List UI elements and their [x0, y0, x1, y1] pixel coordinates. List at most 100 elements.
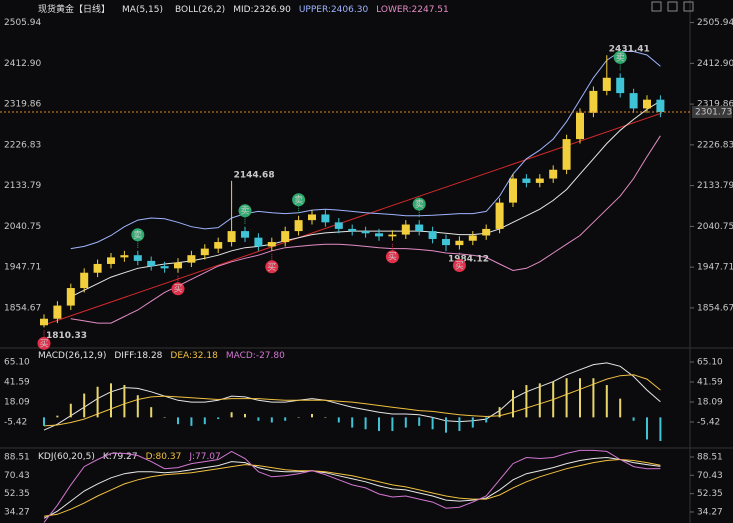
candle-body [656, 99, 665, 113]
signal-marker [171, 282, 185, 296]
histogram-bar [391, 417, 394, 431]
candle-body [468, 235, 477, 241]
window-button[interactable] [667, 1, 678, 12]
signal-marker [131, 228, 145, 242]
histogram-bar [257, 417, 260, 421]
extreme-label: 2431.41 [609, 45, 650, 55]
y-tick-label: 41.59 [697, 377, 723, 387]
histogram-bar [579, 378, 581, 418]
histogram-bar [337, 417, 340, 423]
signal-label: 买 [267, 262, 276, 273]
candle-body [535, 178, 544, 183]
histogram-bar [445, 417, 447, 433]
histogram-bar [297, 417, 300, 418]
legend-entry: D:80.37 [146, 452, 182, 462]
panel-title: MACD(26,12,9) [38, 351, 106, 361]
candle-body [348, 228, 357, 232]
histogram-bar [404, 417, 407, 428]
histogram-bar [217, 417, 220, 420]
indicator-line [43, 362, 661, 431]
indicator-line [43, 374, 661, 427]
histogram-bar [565, 378, 568, 418]
candle-body [602, 77, 611, 91]
candle-body [334, 222, 343, 229]
legend-entry: LOWER:2247.51 [376, 5, 449, 15]
signal-label: 买 [173, 284, 182, 295]
histogram-bar [485, 417, 488, 423]
candle-body [254, 237, 263, 247]
signal-label: 卖 [133, 230, 142, 241]
extreme-label: 1810.33 [46, 331, 87, 341]
indicator-line [43, 449, 661, 523]
candle-body [442, 238, 450, 246]
y-tick-label: 2412.90 [697, 59, 733, 69]
histogram-bar [324, 417, 327, 418]
signal-marker [412, 197, 426, 211]
signal-label: 买 [39, 338, 48, 349]
candle-body [643, 99, 651, 109]
trend-line [43, 112, 663, 326]
y-tick-label: 2505.94 [697, 18, 733, 28]
candle-body [509, 178, 517, 203]
histogram-bar [498, 407, 501, 418]
y-tick-label: 2412.90 [4, 59, 41, 69]
histogram-bar [431, 417, 434, 430]
candle-body [187, 255, 196, 263]
histogram-bar [177, 417, 179, 425]
candle-body [241, 231, 249, 238]
y-tick-label: -5.42 [697, 417, 720, 427]
y-tick-label: 65.10 [4, 357, 30, 367]
histogram-bar [136, 395, 139, 418]
candle-body [321, 214, 330, 223]
y-tick-label: 70.43 [4, 471, 30, 481]
histogram-bar [56, 415, 59, 418]
histogram-bar [123, 385, 126, 418]
candle-body [53, 305, 62, 319]
y-tick-label: 2505.94 [4, 18, 41, 28]
y-tick-label: -5.42 [4, 417, 27, 427]
candle-body [361, 231, 370, 234]
legend-entry: UPPER:2406.30 [299, 5, 369, 15]
signal-marker [292, 193, 306, 207]
candle-body [576, 112, 584, 140]
histogram-bar [632, 417, 635, 421]
y-tick-label: 34.27 [697, 507, 723, 517]
histogram-bar [203, 417, 206, 425]
candle-body [629, 93, 638, 109]
signal-marker [238, 204, 252, 218]
y-tick-label: 65.10 [697, 357, 723, 367]
candle-body [562, 139, 571, 170]
y-tick-label: 2133.79 [697, 181, 733, 191]
legend-entry: MACD:-27.80 [226, 351, 285, 361]
candle-body [174, 262, 182, 269]
legend-entry: DIFF:18.28 [114, 351, 162, 361]
histogram-bar [83, 393, 86, 418]
signal-marker [265, 260, 279, 274]
current-price-label: 2301.73 [695, 108, 732, 118]
candle-body [267, 242, 276, 247]
histogram-bar [150, 407, 153, 418]
panel-title: KDJ(60,20,5) [38, 452, 95, 462]
signal-marker [37, 336, 51, 350]
indicator-line [43, 458, 661, 517]
y-tick-label: 18.09 [697, 397, 723, 407]
y-tick-label: 1947.71 [4, 263, 41, 273]
y-tick-label: 34.27 [4, 507, 30, 517]
y-tick-label: 41.59 [4, 377, 30, 387]
y-tick-label: 18.09 [4, 397, 30, 407]
legend-entry: MID:2326.90 [233, 5, 291, 15]
y-tick-label: 2226.83 [4, 140, 41, 150]
candle-body [482, 228, 491, 236]
candle-body [200, 248, 209, 256]
candle-body [66, 288, 75, 306]
histogram-bar [471, 417, 474, 428]
histogram-bar [270, 417, 273, 423]
window-button[interactable] [683, 1, 694, 12]
histogram-bar [512, 390, 514, 418]
window-button[interactable] [651, 1, 662, 12]
y-tick-label: 1854.67 [697, 303, 733, 313]
y-tick-label: 2040.75 [697, 222, 733, 232]
panel-title: 现货黄金【日线】 [38, 3, 110, 15]
